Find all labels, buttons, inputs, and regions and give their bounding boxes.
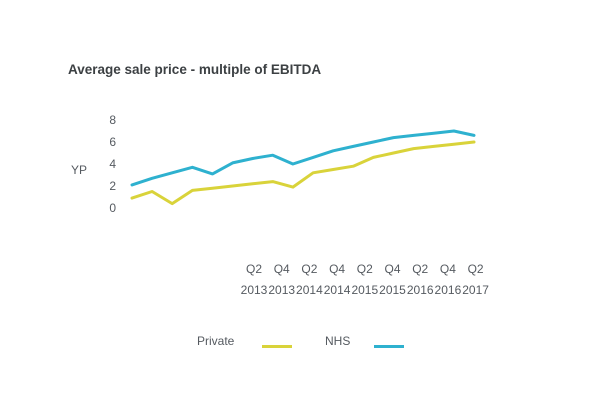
series-line-nhs [130,129,476,187]
x-tick-quarter: Q4 [274,262,290,276]
x-tick-quarter: Q2 [357,262,373,276]
x-tick-year: 2013 [268,283,295,297]
series-line-private [130,140,476,206]
chart-title: Average sale price - multiple of EBITDA [68,62,322,77]
x-tick-year: 2015 [351,283,378,297]
y-ticks: 0 2 4 6 8 [109,113,116,215]
x-tick-year: 2016 [435,283,462,297]
y-tick-label: 0 [109,201,116,215]
legend-label-nhs: NHS [325,334,351,348]
x-tick-year: 2014 [324,283,351,297]
y-tick-label: 2 [109,179,116,193]
series-lines [130,129,476,206]
legend: Private NHS [0,334,600,358]
x-tick-year: 2014 [296,283,323,297]
x-tick-quarter: Q2 [412,262,428,276]
x-tick-quarter: Q4 [440,262,456,276]
y-tick-label: 6 [109,135,116,149]
x-tick-quarter: Q4 [384,262,400,276]
x-tick-quarter: Q4 [329,262,345,276]
legend-swatch-nhs [374,345,404,348]
x-tick-quarter: Q2 [468,262,484,276]
x-tick-year: 2017 [462,283,489,297]
legend-swatch-private [262,345,292,348]
x-tick-quarter: Q2 [301,262,317,276]
x-tick-year: 2016 [407,283,434,297]
x-ticks: Q2 2013 Q4 2013 Q2 2014 Q4 2014 Q2 2015 Q4 2015 Q2 20… [241,262,490,297]
y-tick-label: 8 [109,113,116,127]
legend-label-private: Private [197,334,235,348]
x-tick-year: 2013 [241,283,268,297]
x-tick-quarter: Q2 [246,262,262,276]
y-axis-label: YP [71,163,87,177]
x-tick-year: 2015 [379,283,406,297]
y-tick-label: 4 [109,157,116,171]
